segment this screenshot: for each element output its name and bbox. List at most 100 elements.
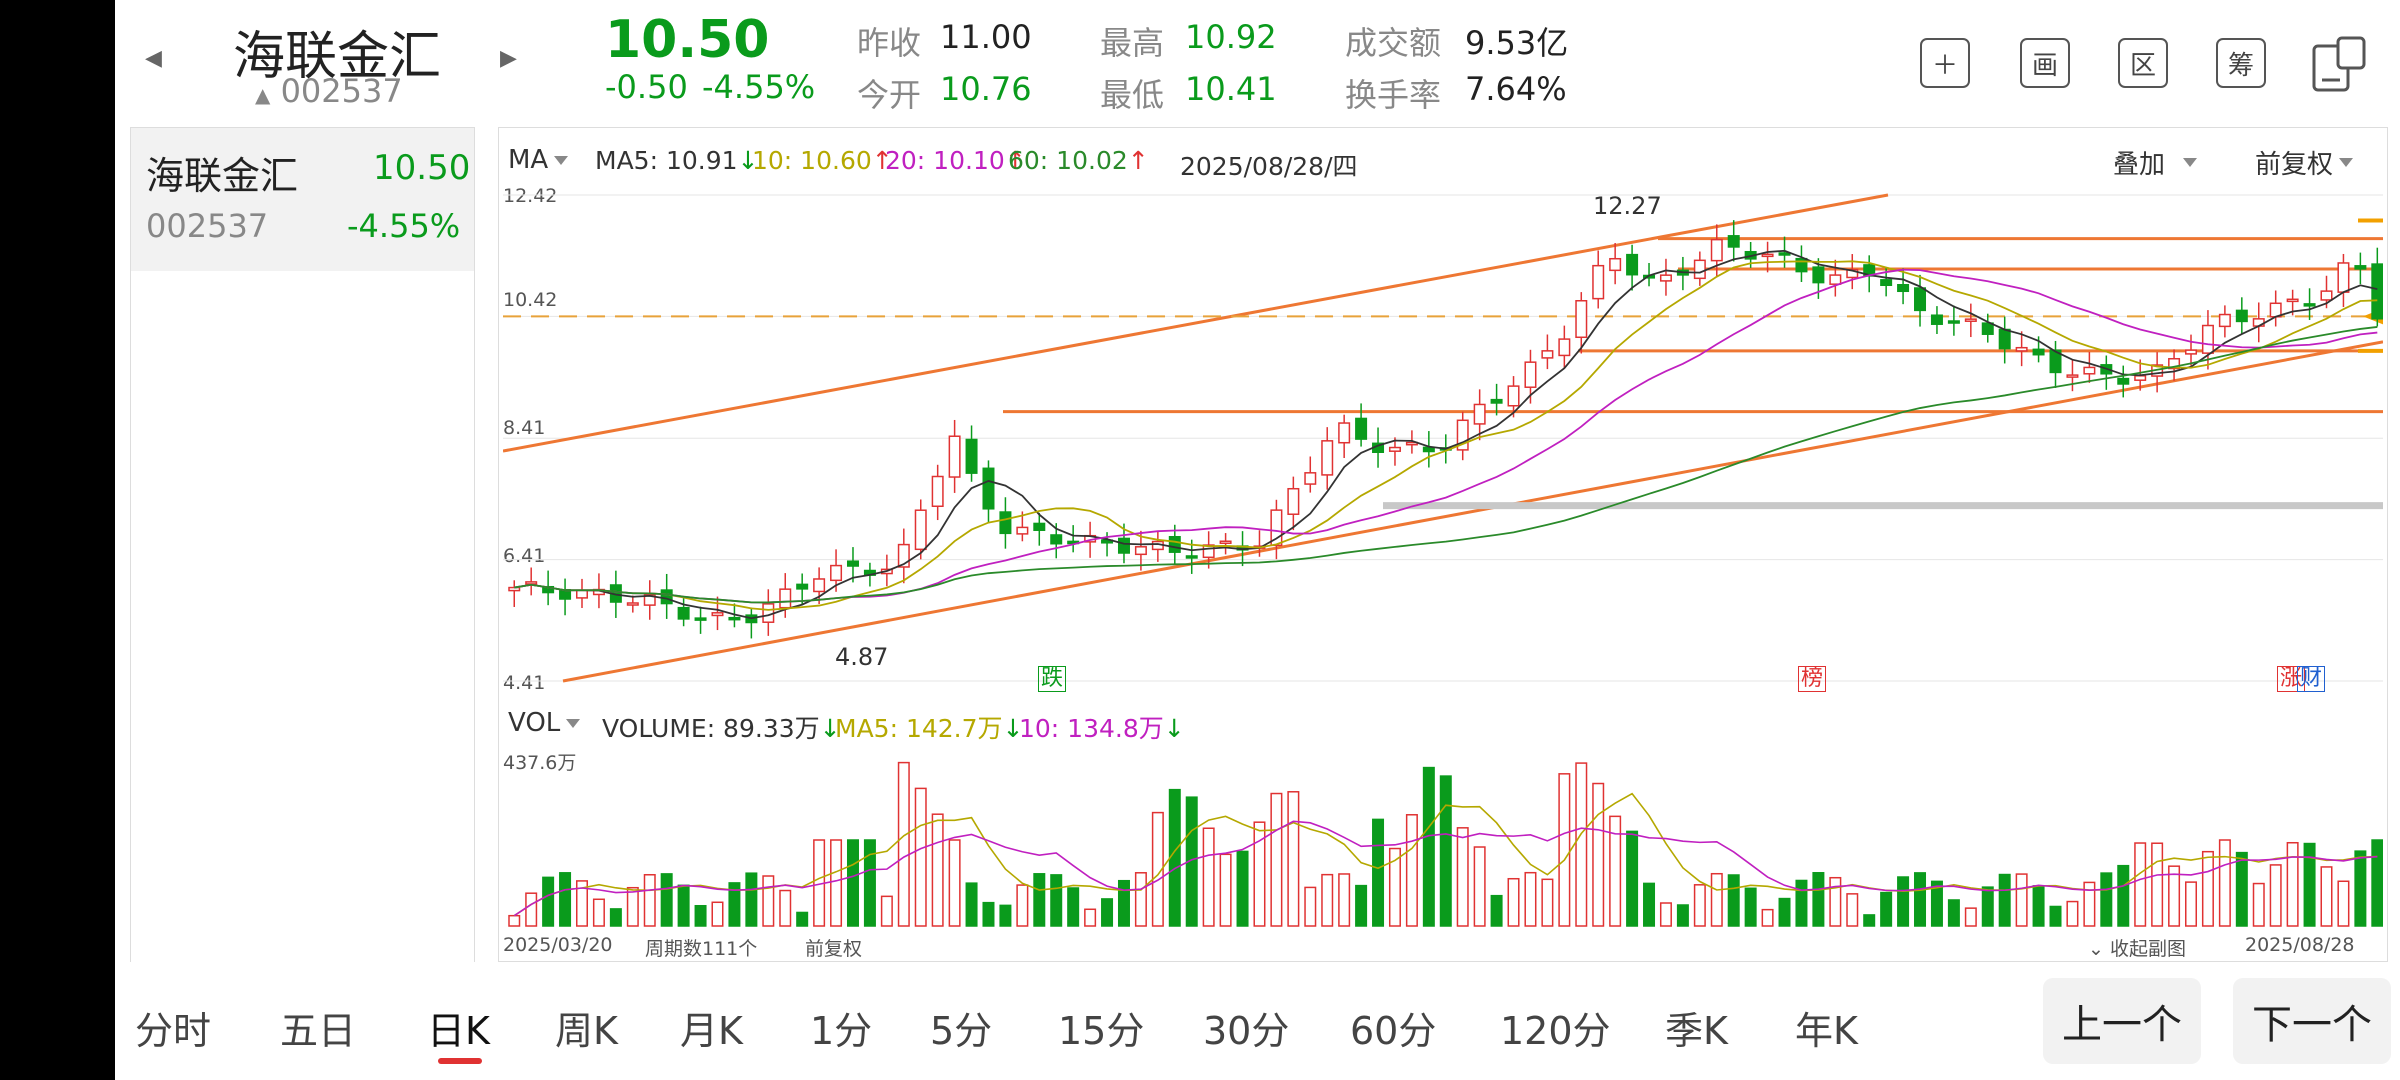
overlay-selector[interactable]: 叠加 [2113,144,2198,181]
candle-body [813,578,826,593]
ma5-line [514,249,2378,620]
prev-stock-arrow-icon[interactable]: ◀ [145,46,162,71]
switch-screen-icon[interactable] [2310,32,2370,98]
chip-icon[interactable]: 筹 [2216,38,2266,88]
volume-bar [1372,818,1385,927]
volume-bar [779,889,792,927]
ma20-legend: 20: 10.10↑ [885,146,1026,175]
watchlist-item-price: 10.50 [373,148,471,188]
volume-bar [1710,872,1723,927]
tab-1min[interactable]: 1分 [810,1009,873,1053]
volume-bar [2337,880,2350,927]
candle-body [2185,349,2198,355]
plus-icon[interactable]: ＋ [1920,38,1970,88]
candle-body [1981,322,1994,335]
volume-bar [1981,886,1994,927]
volume-bar [660,873,673,927]
volume-bar [1185,796,1198,927]
candle-body [1541,350,1554,359]
tab-5min[interactable]: 5分 [930,1009,993,1053]
candle-body [1914,287,1927,312]
tab-zhouk[interactable]: 周K [555,1009,618,1053]
prev-close-value: 11.00 [940,18,1032,56]
price-change: -0.50 [605,68,688,106]
volume-bar [1304,886,1317,927]
adjust-selector[interactable]: 前复权 [2255,144,2354,181]
adjust-mode: 前复权 [805,938,863,960]
ma10-legend: 10: 10.60↑ [752,146,893,175]
candle-body [694,617,707,621]
volume-bar [897,761,910,927]
volume-bar [863,839,876,927]
draw-icon[interactable]: 画 [2020,38,2070,88]
candle-body [897,543,910,568]
tab-rik[interactable]: 日K [427,1009,490,1053]
low-value: 10.41 [1185,70,1277,108]
volume-bar [2083,881,2096,927]
volume-plot[interactable] [503,748,2383,930]
tab-wuri[interactable]: 五日 [280,1009,357,1053]
candle-body [1168,535,1181,553]
volume-bar [1575,762,1588,927]
volume-bar [643,874,656,927]
candle-body [1490,398,1503,404]
volume-bar [1727,874,1740,927]
tab-60min[interactable]: 60分 [1350,1009,1437,1053]
collapse-subchart-button[interactable]: ⌄ 收起副图 [2088,938,2186,960]
candle-body [1185,555,1198,559]
volume-bar [1795,879,1808,927]
event-tag-list[interactable]: 榜 [1798,666,1827,692]
candle-body [575,589,588,599]
volume-bar [1134,872,1147,927]
volume-bar [1151,811,1164,927]
candle-body [1016,526,1029,535]
tab-30min[interactable]: 30分 [1203,1009,1290,1053]
tab-120min[interactable]: 120分 [1500,1009,1611,1053]
prev-stock-button[interactable]: 上一个 [2043,978,2201,1064]
end-date: 2025/08/28 [2245,934,2355,956]
volume-bar [1321,873,1334,927]
volume-ma5-legend: MA5: 142.7万↓ [835,714,1024,743]
indicator-selector[interactable]: MA [508,145,569,175]
tab-jik[interactable]: 季K [1665,1009,1728,1053]
region-icon[interactable]: 区 [2118,38,2168,88]
event-tag-rise[interactable]: 涨 [2277,666,2306,692]
high-label: 最高 [1100,24,1165,62]
next-stock-arrow-icon[interactable]: ▶ [500,46,517,71]
kline-plot[interactable] [503,185,2383,697]
volume-bar [1101,898,1114,927]
candle-body [1998,328,2011,350]
y-tick-3: 8.41 [503,417,546,439]
volume-bar [1219,853,1232,927]
candle-body [1609,257,1622,272]
volume-bar [1846,893,1859,927]
candle-body [1033,522,1046,531]
period-tabs: 分时 五日 日K 周K 月K 1分 5分 15分 30分 60分 120分 季K… [115,990,1875,1064]
volume-bar [2168,865,2181,927]
volume-indicator-selector[interactable]: VOL [508,708,581,738]
volume-bar [2320,866,2333,927]
tab-yuek[interactable]: 月K [680,1009,743,1053]
kline-chart-frame [498,127,2388,962]
candle-body [2354,265,2367,270]
watchlist-item-selected[interactable] [131,128,474,271]
volume-bar [1202,827,1215,927]
tab-fenshi[interactable]: 分时 [135,1009,212,1053]
candle-body [2371,263,2383,320]
volume-bar [508,914,521,927]
turnover-value: 7.64% [1465,70,1567,108]
stock-code: ▲ 002537 [255,72,403,110]
tab-15min[interactable]: 15分 [1058,1009,1145,1053]
event-tag-finance[interactable]: 财 [2297,666,2326,692]
volume-bar [830,839,843,927]
candle-body [1880,279,1893,287]
next-stock-button[interactable]: 下一个 [2233,978,2391,1064]
volume-bar [626,886,639,927]
stock-name: 海联金汇 [233,27,442,87]
ma10-line [514,260,2378,611]
volume-bar [796,911,809,927]
tab-niank[interactable]: 年K [1795,1009,1858,1053]
volume-bar [1897,876,1910,927]
volume-bar [1693,884,1706,927]
event-tag-fall[interactable]: 跌 [1038,666,1067,692]
